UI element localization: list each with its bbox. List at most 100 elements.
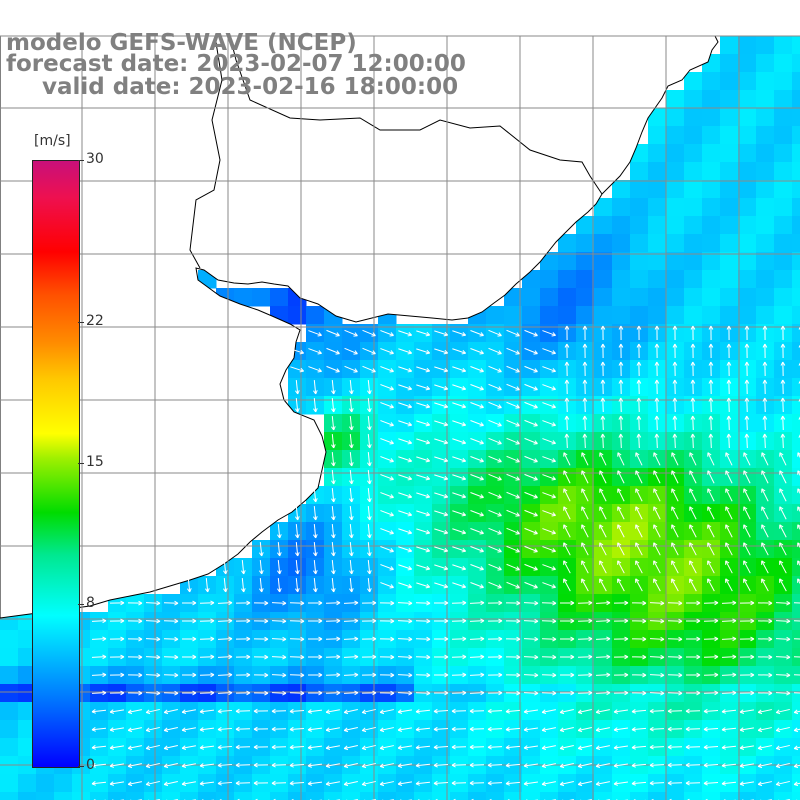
wind-arrow: [708, 325, 714, 341]
wind-arrow: [295, 379, 300, 395]
wind-arrow: [487, 744, 503, 750]
wind-arrow: [127, 727, 142, 733]
wind-speed-cell: [180, 792, 199, 800]
wind-arrow: [541, 672, 557, 678]
wind-arrow: [505, 727, 521, 732]
wind-arrow: [271, 618, 287, 624]
wind-arrow: [451, 780, 467, 786]
wind-arrow: [685, 654, 701, 660]
wind-arrow: [559, 672, 575, 678]
wind-arrow: [217, 600, 233, 606]
wind-arrow: [163, 709, 178, 715]
wind-arrow: [187, 577, 192, 593]
wind-arrow: [671, 452, 679, 466]
wind-arrow: [617, 452, 625, 466]
colorbar: [32, 160, 80, 768]
wind-arrow: [181, 654, 197, 660]
wind-arrow: [542, 348, 556, 355]
wind-arrow: [559, 744, 574, 751]
wind-speed-cell: [216, 792, 235, 800]
wind-arrow: [289, 672, 305, 678]
wind-arrow: [271, 726, 287, 732]
wind-speed-cell: [504, 288, 523, 307]
wind-speed-cell: [774, 108, 793, 127]
wind-arrow: [452, 420, 466, 427]
wind-arrow: [361, 780, 376, 787]
wind-speed-cell: [792, 234, 800, 253]
wind-arrow: [635, 506, 643, 520]
wind-arrow: [775, 780, 790, 787]
wind-arrow: [581, 452, 589, 466]
wind-arrow: [488, 509, 502, 517]
wind-arrow: [487, 600, 503, 606]
wind-arrow: [703, 654, 719, 660]
wind-speed-cell: [720, 198, 739, 217]
wind-speed-cell: [594, 216, 613, 235]
wind-arrow: [434, 348, 449, 355]
wind-arrow: [635, 560, 643, 574]
wind-arrow: [599, 470, 607, 484]
wind-arrow: [613, 636, 629, 642]
wind-arrow: [199, 690, 215, 696]
wind-arrow: [361, 690, 377, 696]
wind-arrow: [582, 415, 588, 431]
wind-arrow: [613, 727, 628, 732]
wind-arrow: [217, 762, 233, 768]
wind-arrow: [434, 492, 449, 499]
wind-arrow: [672, 379, 678, 395]
wind-arrow: [690, 379, 696, 395]
wind-arrow: [415, 618, 431, 624]
wind-arrow: [577, 708, 592, 715]
wind-speed-cell: [684, 288, 703, 307]
wind-arrow: [362, 347, 376, 355]
wind-arrow: [600, 379, 606, 395]
wind-arrow: [761, 506, 769, 520]
wind-arrow: [757, 745, 772, 751]
wind-arrow: [563, 470, 571, 484]
wind-arrow: [793, 745, 800, 751]
wind-arrow: [685, 726, 701, 732]
wind-arrow: [379, 690, 395, 696]
wind-arrow: [744, 361, 750, 377]
wind-arrow: [343, 745, 358, 751]
wind-arrow: [635, 542, 643, 556]
wind-speed-cell: [792, 486, 800, 505]
wind-speed-cell: [18, 666, 37, 685]
wind-speed-cell: [414, 792, 433, 800]
wind-arrow: [725, 488, 733, 502]
wind-arrow: [654, 325, 660, 341]
wind-arrow: [313, 577, 318, 593]
wind-arrow: [635, 452, 643, 466]
wind-arrow: [506, 401, 520, 409]
wind-arrow: [775, 762, 790, 769]
wind-arrow: [367, 487, 372, 503]
wind-arrow: [163, 636, 179, 642]
wind-arrow: [595, 600, 611, 606]
wind-arrow: [667, 654, 683, 660]
wind-arrow: [739, 618, 755, 624]
wind-speed-cell: [576, 234, 595, 253]
wind-arrow: [617, 542, 625, 556]
wind-arrow: [433, 726, 449, 732]
wind-speed-cell: [684, 216, 703, 235]
wind-arrow: [181, 709, 196, 714]
wind-arrow: [762, 343, 768, 359]
wind-arrow: [523, 763, 538, 768]
wind-arrow: [416, 582, 431, 589]
wind-speed-cell: [630, 180, 649, 199]
wind-arrow: [397, 618, 413, 624]
wind-arrow: [744, 433, 750, 449]
wind-speed-cell: [666, 162, 685, 181]
wind-arrow: [618, 415, 624, 431]
wind-arrow: [433, 744, 449, 750]
wind-arrow: [542, 582, 556, 589]
wind-arrow: [743, 560, 751, 574]
wind-arrow: [779, 452, 787, 466]
wind-arrow: [506, 473, 520, 481]
wind-arrow: [577, 780, 592, 787]
wind-arrow: [199, 654, 215, 660]
wind-arrow: [721, 709, 737, 714]
wind-speed-cell: [756, 54, 775, 73]
wind-arrow: [577, 618, 593, 624]
wind-arrow: [523, 618, 539, 624]
